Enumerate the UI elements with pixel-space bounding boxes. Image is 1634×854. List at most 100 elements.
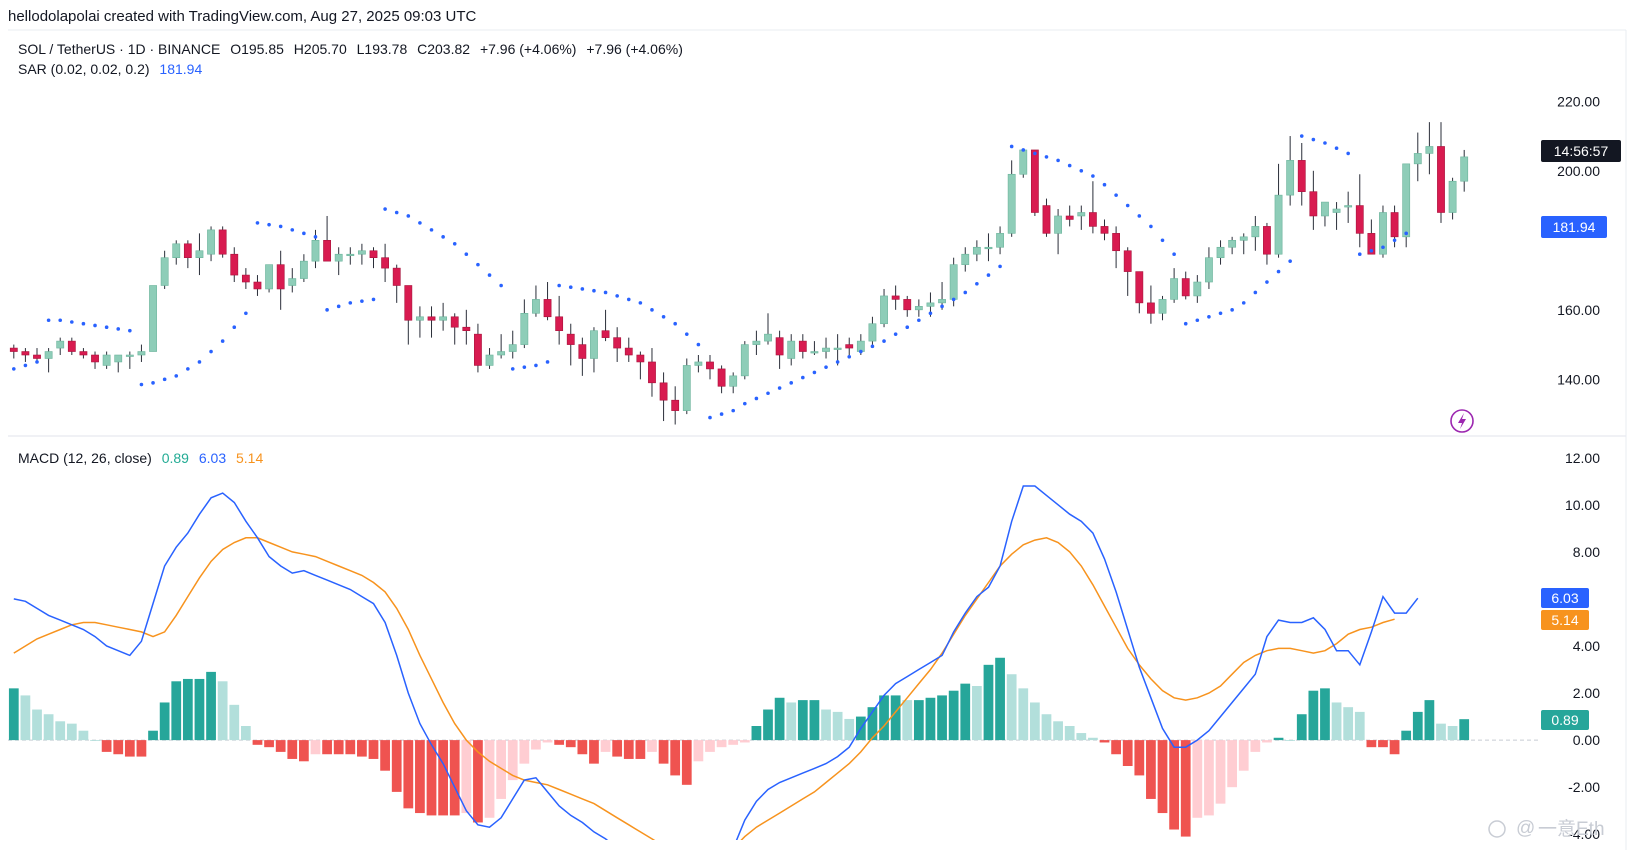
sar-dot — [812, 370, 817, 375]
macd-hist-bar — [1447, 726, 1458, 741]
macd-hist-bar — [531, 740, 541, 750]
sar-dot — [963, 290, 968, 295]
macd-hist-bar — [937, 695, 947, 741]
macd-hist-bar — [124, 740, 135, 757]
price-tick-label: 200.00 — [1557, 163, 1600, 179]
sar-dot — [1160, 238, 1165, 243]
macd-hist-bar — [716, 740, 727, 748]
candle-body — [508, 344, 517, 352]
candle-body — [1158, 299, 1167, 314]
macd-tick-label: 10.00 — [1565, 497, 1600, 513]
macd-hist-bar — [612, 740, 623, 757]
lightning-icon[interactable] — [1450, 409, 1474, 433]
macd-hist-bar — [960, 683, 971, 741]
candle-body — [323, 240, 331, 262]
candle-body — [1112, 233, 1121, 252]
macd-line — [13, 485, 1419, 840]
candle-body — [160, 257, 169, 286]
macd-hist-bar — [1238, 740, 1249, 771]
sar-legend: SAR (0.02, 0.02, 0.2) 181.94 — [18, 61, 208, 77]
macd-hist-bar — [647, 740, 657, 752]
price-axis[interactable]: 220.00 200.00 160.00 140.00 — [1557, 93, 1600, 387]
macd-hist-bar — [1389, 740, 1400, 755]
candle-body — [822, 347, 830, 352]
sar-dot — [151, 381, 155, 385]
candle-body — [984, 246, 993, 250]
candle-body — [798, 340, 807, 352]
candle-body — [1088, 212, 1097, 227]
macd-axis[interactable]: 12.00 10.00 8.00 4.00 2.00 0.00 -2.00 -4.00 — [1565, 450, 1600, 842]
macd-hist-bar — [565, 740, 576, 748]
macd-hist-bar — [368, 740, 379, 759]
macd-pane[interactable] — [8, 485, 1540, 854]
macd-hist-bar — [206, 671, 216, 741]
macd-tick-label: 2.00 — [1573, 685, 1600, 701]
sar-dot — [1369, 248, 1374, 253]
macd-hist-bar — [1076, 733, 1087, 741]
sar-dot — [743, 401, 747, 406]
macd-hist-bar — [403, 740, 414, 809]
macd-badge-text: 6.03 — [1551, 590, 1578, 606]
macd-hist-bar — [1134, 740, 1145, 776]
sar-dot — [1021, 148, 1026, 152]
candle-body — [1019, 149, 1028, 175]
sar-dot — [777, 386, 782, 390]
candle-body — [578, 344, 587, 359]
macd-hist-bar — [809, 700, 820, 741]
candle-body — [1379, 212, 1387, 255]
macd-hist-bar — [971, 686, 982, 741]
candle-body — [439, 316, 448, 321]
sar-dot — [940, 304, 944, 309]
macd-hist-bar — [821, 709, 831, 741]
macd-hist-bar — [890, 695, 901, 741]
sar-dot — [418, 221, 422, 225]
macd-hist-bar — [751, 726, 762, 741]
sar-badge-text: 181.94 — [1553, 219, 1596, 235]
macd-hist-bar — [879, 695, 889, 741]
change-value-2: +7.96 (+4.06%) — [586, 41, 683, 57]
macd-hist-bar — [844, 718, 855, 741]
candle-body — [230, 253, 239, 276]
macd-hist-bar — [310, 740, 321, 755]
sar-dot — [70, 320, 74, 324]
main-pane[interactable] — [9, 122, 1469, 425]
sar-dot — [464, 252, 469, 257]
macd-hist-bar — [995, 657, 1005, 741]
macd-hist-bar — [728, 740, 739, 745]
macd-hist-bar — [78, 730, 89, 741]
sar-dot — [1207, 314, 1211, 319]
sar-dot — [81, 321, 86, 326]
macd-hist-bar — [589, 740, 599, 764]
candle-body — [1228, 240, 1237, 248]
sar-dot — [174, 374, 179, 378]
candle-body — [1413, 153, 1422, 165]
candle-body — [717, 368, 726, 387]
macd-hist-bar — [1088, 737, 1098, 741]
candle-body — [1030, 149, 1039, 213]
candle-body — [369, 250, 378, 258]
macd-hist-bar — [66, 723, 77, 741]
sar-dot — [626, 297, 631, 302]
sar-dot — [673, 321, 677, 326]
candle-body — [543, 299, 552, 318]
sar-value: 181.94 — [159, 61, 203, 77]
candle-body — [926, 302, 935, 307]
sar-dot — [232, 325, 237, 330]
candle-body — [346, 253, 355, 257]
sar-dot — [580, 287, 585, 291]
sar-dot — [557, 283, 561, 288]
candle-body — [1332, 208, 1341, 213]
candle-body — [1344, 205, 1353, 208]
macd-hist-bar — [322, 740, 332, 755]
macd-hist-bar — [623, 740, 634, 759]
sar-dot — [209, 349, 213, 354]
candle-body — [706, 361, 714, 370]
watermark-text: @ — [1516, 818, 1535, 839]
macd-hist-bar — [867, 707, 878, 741]
macd-hist-bar — [148, 730, 158, 741]
sar-dot — [1114, 193, 1118, 197]
sar-dot — [824, 365, 828, 369]
macd-hist-bar — [194, 678, 205, 741]
sar-dot — [545, 360, 550, 364]
